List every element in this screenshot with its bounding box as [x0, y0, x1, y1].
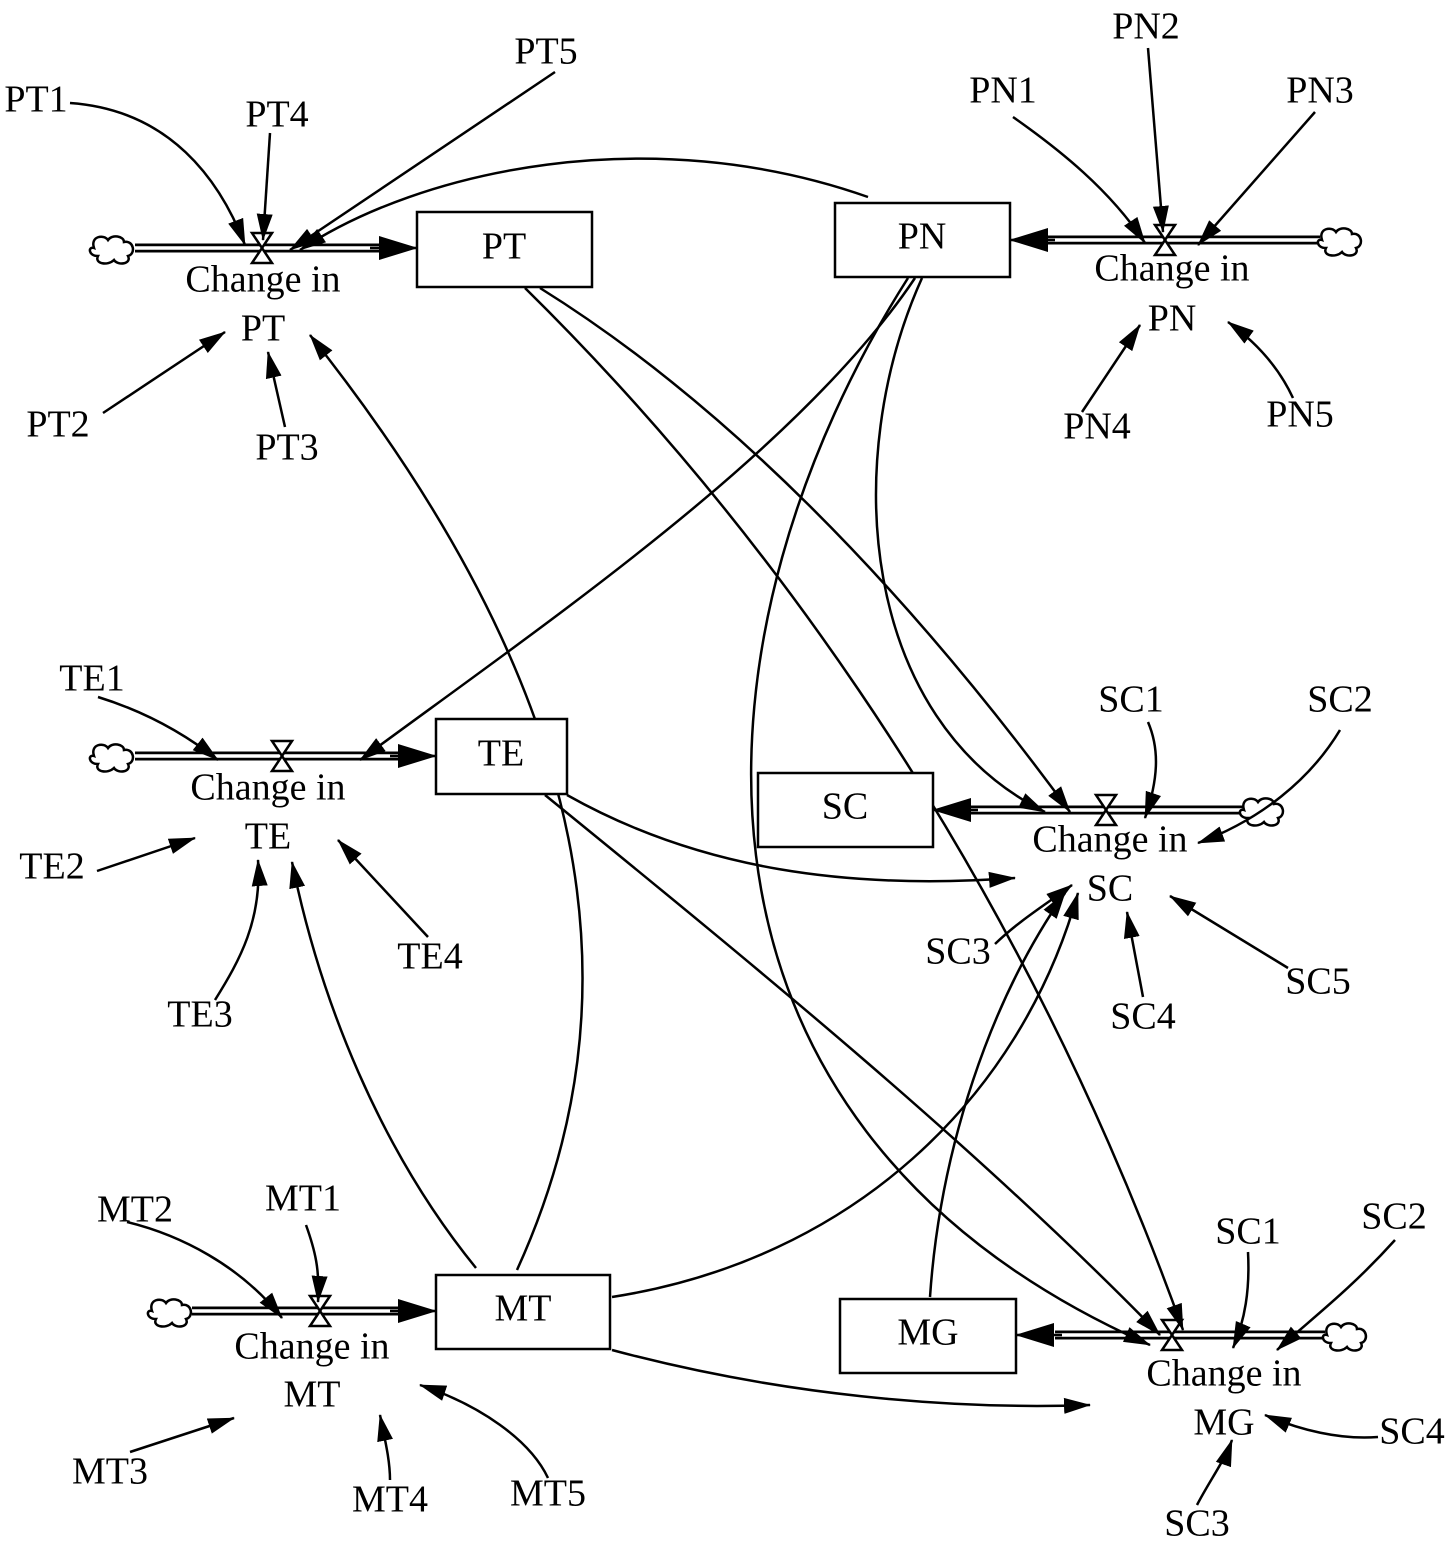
aux-TE1: TE1 [59, 658, 124, 700]
aux-PT2: PT2 [26, 404, 89, 446]
flow-label-PT: Change in PT [185, 259, 340, 350]
aux-PN3: PN3 [1286, 70, 1354, 112]
svg-text:SC: SC [1087, 868, 1133, 910]
aux-PN4: PN4 [1063, 406, 1131, 448]
svg-text:TE: TE [245, 816, 291, 858]
stock-MG[interactable]: MG [838, 1297, 1018, 1375]
causal-links [69, 47, 1396, 1506]
aux-PT5: PT5 [514, 31, 577, 73]
aux-TE3: TE3 [167, 994, 232, 1036]
aux-PT3: PT3 [255, 427, 318, 469]
stock-label: SC [822, 786, 868, 828]
svg-text:PN: PN [1148, 298, 1197, 340]
flow-label-MT: Change in MT [234, 1326, 389, 1416]
svg-text:PT: PT [241, 308, 285, 350]
aux-PN2: PN2 [1112, 6, 1180, 48]
flow-label-MG: Change in MG [1146, 1353, 1301, 1444]
svg-text:Change in: Change in [185, 259, 340, 301]
cloud-source-icon [88, 235, 135, 265]
stock-label: PT [482, 226, 526, 268]
flow-label-PN: Change in PN [1094, 248, 1249, 340]
aux-PN1: PN1 [969, 70, 1037, 112]
aux-SC2: SC2 [1307, 679, 1372, 721]
stock-SC[interactable]: SC [756, 771, 935, 849]
aux-PT4: PT4 [245, 94, 308, 136]
aux-MT5: MT5 [510, 1473, 586, 1515]
aux-SC3: SC3 [925, 931, 990, 973]
stock-label: PN [898, 216, 947, 258]
aux-SC4: SC4 [1110, 996, 1175, 1038]
stock-PT[interactable]: PT [415, 210, 594, 289]
cloud-source-icon [88, 743, 135, 773]
auxiliary-variables: PT1 PT2 PT3 PT4 PT5 PN1 PN2 PN3 PN4 PN5 … [4, 6, 1444, 1541]
aux-MT1: MT1 [265, 1178, 341, 1220]
svg-text:Change in: Change in [1146, 1353, 1301, 1395]
cloud-source-icon [146, 1298, 193, 1328]
flow-label-TE: Change in TE [190, 767, 345, 858]
stock-MT[interactable]: MT [434, 1273, 612, 1351]
aux-MG-SC2: SC2 [1361, 1196, 1426, 1238]
flow-pipes [135, 228, 1325, 1347]
aux-SC5: SC5 [1285, 961, 1350, 1003]
stock-label: TE [478, 733, 524, 775]
stock-TE[interactable]: TE [434, 717, 569, 796]
aux-MG-SC3: SC3 [1164, 1503, 1229, 1541]
aux-PT1: PT1 [4, 79, 67, 121]
svg-text:Change in: Change in [234, 1326, 389, 1368]
aux-MT4: MT4 [352, 1479, 428, 1521]
stock-label: MT [495, 1288, 552, 1330]
aux-MG-SC4: SC4 [1379, 1411, 1444, 1453]
aux-SC1: SC1 [1098, 679, 1163, 721]
svg-text:Change in: Change in [190, 767, 345, 809]
svg-text:Change in: Change in [1032, 819, 1187, 861]
aux-TE4: TE4 [397, 936, 462, 978]
cloud-source-icon [1316, 227, 1363, 257]
svg-text:Change in: Change in [1094, 248, 1249, 290]
aux-TE2: TE2 [19, 846, 84, 888]
flow-label-SC: Change in SC [1032, 819, 1187, 910]
aux-MT3: MT3 [72, 1451, 148, 1493]
svg-text:MT: MT [284, 1374, 341, 1416]
svg-text:MG: MG [1193, 1402, 1254, 1444]
aux-MG-SC1: SC1 [1215, 1211, 1280, 1253]
stock-label: MG [897, 1312, 958, 1354]
aux-MT2: MT2 [97, 1189, 173, 1231]
aux-PN5: PN5 [1266, 394, 1334, 436]
stock-PN[interactable]: PN [833, 201, 1012, 279]
cloud-source-icon [1321, 1322, 1368, 1352]
